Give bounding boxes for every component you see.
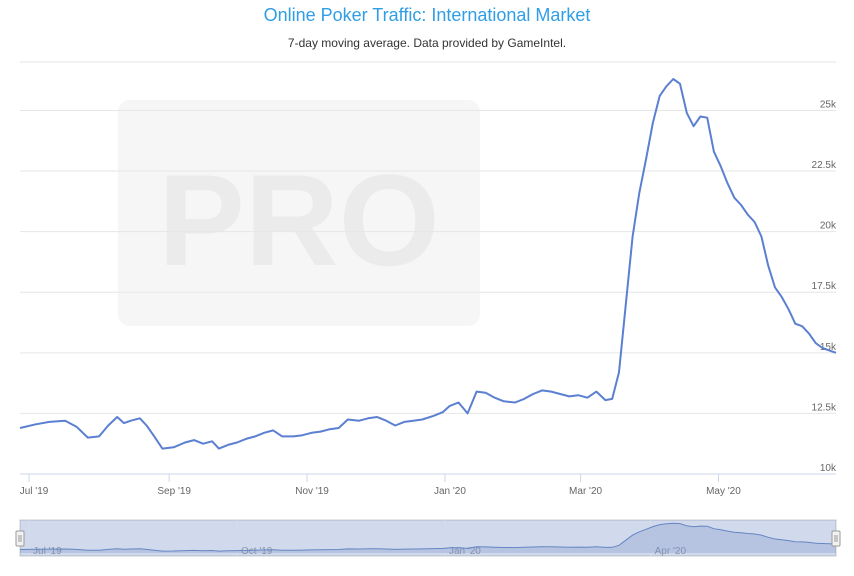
y-tick-label: 20k [820,221,837,232]
navigator[interactable]: Jul '19 Oct '19 Jan '20 Apr '20 [15,519,841,557]
navigator-tick-label: Oct '19 [241,546,273,557]
y-tick-label: 15k [820,342,837,353]
y-tick-label: 12.5k [812,402,837,413]
y-axis-labels: 10k 12.5k 15k 17.5k 20k 22.5k 25k [812,99,837,474]
navigator-tick-label: Apr '20 [655,546,687,557]
watermark-text: PRO [158,147,440,293]
y-tick-label: 10k [820,463,837,474]
navigator-tick-label: Jul '19 [33,546,62,557]
series-line [19,78,837,450]
x-tick-label: Sep '19 [157,486,191,497]
navigator-grid: Jul '19 Oct '19 Jan '20 Apr '20 [28,520,687,557]
x-tick-label: Nov '19 [295,486,329,497]
y-tick-label: 22.5k [812,160,837,171]
x-axis: Jul '19 Sep '19 Nov '19 Jan '20 Mar '20 May '… [20,473,836,497]
chart-subtitle: 7-day moving average. Data provided by G… [287,36,567,50]
x-tick-label: Jan '20 [434,486,466,497]
navigator-handle-left[interactable] [15,530,25,547]
chart-title: Online Poker Traffic: International Mark… [263,5,591,25]
x-tick-label: Jul '19 [20,486,49,497]
x-tick-label: May '20 [706,486,741,497]
navigator-series-area [20,523,836,553]
navigator-tick-label: Jan '20 [449,546,481,557]
y-tick-label: 25k [820,99,837,110]
y-tick-label: 17.5k [812,281,837,292]
navigator-series-line [19,522,837,552]
x-tick-label: Mar '20 [569,486,602,497]
navigator-handle-right[interactable] [831,530,841,547]
